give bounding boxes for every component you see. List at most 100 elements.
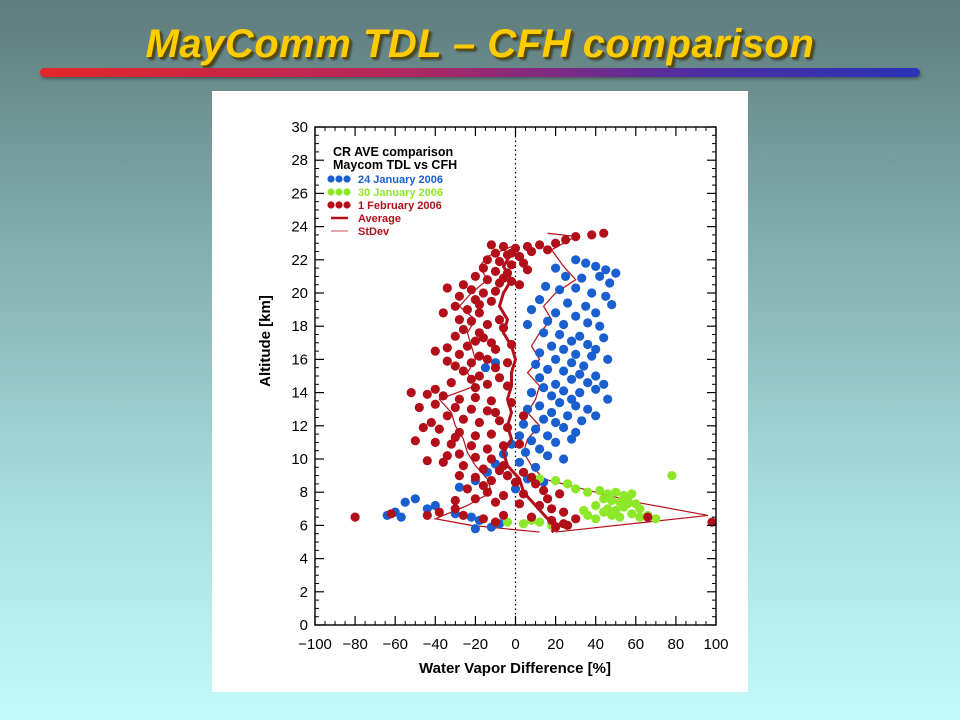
x-tick-label: −40 — [423, 636, 448, 653]
data-point-series-1 — [607, 495, 617, 506]
data-point-series-2 — [543, 494, 553, 504]
x-tick-label: 100 — [703, 636, 728, 653]
data-point-series-0 — [522, 404, 533, 414]
x-tick-label: 0 — [511, 636, 519, 653]
data-point-series-2 — [551, 238, 561, 248]
data-point-series-2 — [438, 457, 448, 467]
data-point-series-2 — [466, 358, 476, 368]
data-point-series-0 — [466, 512, 476, 522]
data-point-series-2 — [442, 451, 452, 461]
data-point-series-0 — [551, 263, 561, 273]
data-point-series-2 — [486, 338, 496, 348]
data-point-series-2 — [454, 449, 464, 459]
data-point-series-2 — [470, 393, 480, 403]
data-point-series-2 — [502, 471, 513, 481]
data-point-series-0 — [551, 379, 561, 389]
data-point-series-2 — [430, 437, 440, 447]
data-point-series-0 — [531, 424, 541, 434]
data-point-series-0 — [454, 482, 464, 492]
data-point-series-1 — [595, 485, 605, 496]
data-point-series-0 — [561, 271, 571, 281]
data-point-series-2 — [478, 464, 488, 474]
data-point-series-2 — [438, 308, 448, 318]
data-point-series-0 — [595, 271, 605, 281]
data-point-series-2 — [526, 246, 537, 257]
data-point-series-2 — [414, 402, 424, 413]
data-point-series-2 — [466, 404, 476, 414]
data-point-series-2 — [522, 265, 533, 275]
data-point-series-0 — [555, 285, 565, 295]
data-point-series-0 — [526, 388, 537, 398]
data-point-series-1 — [551, 476, 561, 486]
data-point-series-1 — [615, 512, 625, 522]
data-point-series-0 — [555, 329, 565, 340]
data-point-series-2 — [470, 494, 480, 504]
data-point-series-2 — [474, 300, 484, 310]
data-point-series-0 — [567, 434, 577, 444]
data-point-series-2 — [486, 396, 496, 406]
data-point-series-2 — [450, 361, 460, 371]
data-point-series-0 — [535, 348, 545, 358]
data-point-series-2 — [470, 472, 480, 482]
data-point-series-0 — [551, 437, 561, 447]
average-line — [497, 245, 562, 534]
data-point-series-0 — [601, 265, 611, 275]
data-point-series-2 — [486, 240, 496, 250]
data-point-series-2 — [490, 248, 501, 258]
data-point-series-2 — [478, 263, 488, 273]
data-point-series-2 — [510, 477, 521, 487]
data-point-series-0 — [539, 328, 549, 338]
x-tick-label: −100 — [298, 636, 332, 653]
data-point-series-0 — [551, 308, 561, 318]
data-point-series-1 — [571, 484, 581, 494]
y-tick-label: 0 — [300, 617, 308, 634]
data-point-series-0 — [603, 354, 613, 364]
data-point-series-0 — [591, 371, 601, 381]
data-point-series-2 — [490, 517, 501, 527]
data-point-series-2 — [470, 452, 480, 462]
legend-marker-24-january — [327, 175, 351, 183]
data-point-series-2 — [486, 476, 496, 486]
data-point-series-2 — [442, 356, 452, 366]
data-point-series-0 — [601, 291, 611, 301]
data-point-series-2 — [506, 260, 517, 270]
data-point-series-0 — [581, 258, 591, 268]
data-points — [350, 228, 717, 534]
data-point-series-0 — [587, 351, 597, 361]
data-point-series-0 — [535, 401, 545, 411]
data-point-series-2 — [490, 344, 501, 354]
data-point-series-2 — [559, 507, 569, 517]
x-tick-label: 20 — [547, 636, 564, 653]
data-point-series-0 — [514, 431, 525, 441]
data-point-series-2 — [482, 379, 492, 389]
data-point-series-2 — [486, 454, 496, 464]
data-point-series-0 — [595, 321, 605, 331]
data-point-series-2 — [482, 255, 492, 265]
data-point-series-0 — [575, 331, 585, 341]
data-point-series-0 — [410, 494, 420, 504]
data-point-series-2 — [490, 363, 501, 373]
data-point-series-0 — [531, 359, 541, 369]
legend-label-average: Average — [358, 213, 401, 225]
data-point-series-1 — [599, 494, 609, 504]
chart-legend: CR AVE comparison Maycom TDL vs CFH 24 J… — [327, 145, 457, 238]
data-point-series-0 — [607, 300, 617, 310]
data-point-series-2 — [571, 514, 581, 524]
data-point-series-0 — [547, 407, 557, 418]
data-point-series-0 — [551, 354, 561, 364]
data-point-series-2 — [514, 280, 525, 290]
data-point-series-2 — [454, 471, 464, 481]
data-point-series-2 — [502, 358, 513, 368]
data-point-series-0 — [535, 373, 545, 383]
stdev-line-high — [522, 232, 709, 533]
data-point-series-2 — [494, 416, 505, 426]
data-point-series-2 — [470, 271, 480, 281]
x-axis-label: Water Vapor Difference [%] — [419, 660, 611, 677]
y-tick-label: 16 — [291, 351, 308, 368]
data-point-series-2 — [466, 285, 476, 295]
data-point-series-2 — [466, 316, 476, 326]
data-point-series-0 — [591, 384, 601, 394]
data-point-series-2 — [486, 429, 496, 439]
data-point-series-2 — [561, 235, 571, 245]
data-point-series-2 — [442, 411, 452, 421]
